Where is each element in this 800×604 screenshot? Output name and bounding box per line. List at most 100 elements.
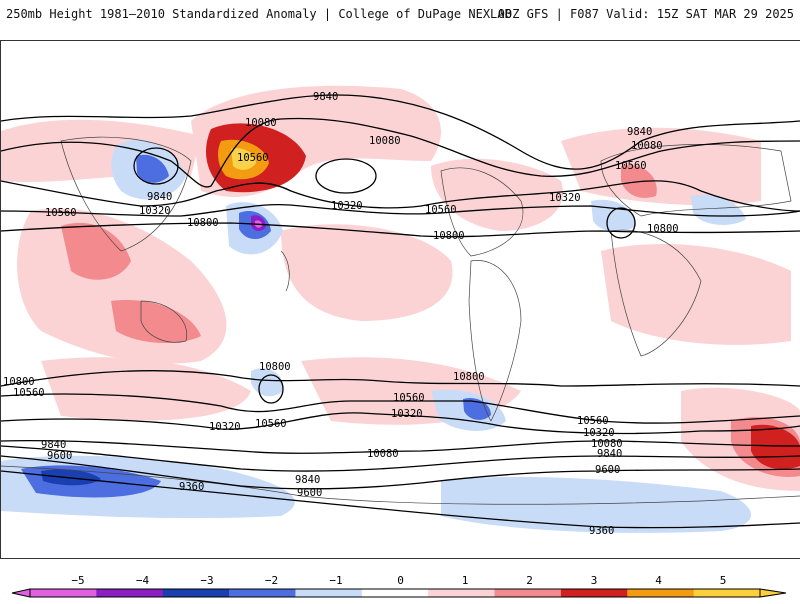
positive-anomaly-region — [41, 357, 251, 421]
coastlines — [1, 136, 800, 505]
contour-label: 10560 — [393, 392, 425, 404]
colorbar-segment — [693, 589, 761, 597]
closed-contour — [315, 158, 377, 194]
colorbar-min-arrow — [11, 588, 31, 598]
colorbar-tick-label: 1 — [462, 574, 469, 587]
positive-anomaly-region — [231, 148, 256, 170]
contour-label: 10560 — [237, 152, 269, 164]
contour-label: 10080 — [245, 117, 277, 129]
positive-anomaly-region — [601, 243, 791, 345]
header: 250mb Height 1981–2010 Standardized Anom… — [0, 0, 800, 28]
contour-label: 10800 — [453, 371, 485, 383]
colorbar-tick-label: 0 — [397, 574, 404, 587]
colorbar-segment — [96, 589, 164, 597]
colorbar: −5 −4 −3 −2 −1 0 1 2 3 4 5 — [0, 572, 800, 600]
contour-labels: 9840 10080 10560 9840 10320 10080 10560 … — [3, 91, 679, 537]
closed-contour — [606, 207, 636, 239]
contour-label: 9840 — [597, 448, 622, 460]
colorbar-segment — [627, 589, 695, 597]
anomaly-shading — [1, 85, 800, 533]
positive-anomaly-region — [17, 208, 227, 364]
colorbar-tick-label: 4 — [655, 574, 662, 587]
contour-label: 10320 — [391, 408, 423, 420]
run-info: 00Z GFS | F087 Valid: 15Z SAT MAR 29 202… — [497, 7, 794, 21]
negative-anomaly-region — [441, 476, 751, 533]
contour-label: 9600 — [297, 487, 322, 499]
contour-10560-south — [1, 393, 800, 424]
colorbar-segment — [361, 589, 429, 597]
contour-label: 9600 — [47, 450, 72, 462]
colorbar-tick-label: −2 — [265, 574, 278, 587]
height-contours — [1, 94, 800, 529]
contour-label: 10320 — [549, 192, 581, 204]
positive-anomaly-region — [61, 222, 131, 280]
colorbar-tick-label: −1 — [329, 574, 342, 587]
contour-label: 10320 — [331, 200, 363, 212]
contour-label: 9840 — [627, 126, 652, 138]
contour-label: 10800 — [187, 217, 219, 229]
contour-label: 10080 — [591, 438, 623, 450]
contour-9600-south — [1, 455, 800, 490]
colorbar-segment — [30, 589, 97, 597]
colorbar-tick-label: 5 — [720, 574, 727, 587]
contour-label: 10320 — [209, 421, 241, 433]
negative-anomaly-region — [136, 154, 169, 183]
colorbar-segment — [560, 589, 628, 597]
contour-label: 10560 — [425, 204, 457, 216]
contour-10800-south — [1, 370, 800, 387]
contour-9840-north — [1, 94, 800, 170]
contour-label: 9360 — [589, 525, 614, 537]
contour-label: 10560 — [13, 387, 45, 399]
contour-label: 10800 — [647, 223, 679, 235]
colorbar-svg: −5 −4 −3 −2 −1 0 1 2 3 4 5 — [11, 574, 787, 598]
map-title: 250mb Height 1981–2010 Standardized Anom… — [6, 7, 512, 21]
contour-10320-south — [1, 412, 800, 435]
contour-label: 10080 — [367, 448, 399, 460]
contour-10800-north — [1, 222, 800, 238]
contour-label: 9840 — [147, 191, 172, 203]
contour-10560-north — [1, 204, 800, 217]
contour-label: 10560 — [615, 160, 647, 172]
colorbar-tick-label: 2 — [526, 574, 533, 587]
contour-label: 9360 — [179, 481, 204, 493]
positive-anomaly-region — [111, 300, 201, 343]
colorbar-tick-label: −5 — [71, 574, 84, 587]
contour-label: 9600 — [595, 464, 620, 476]
closed-contour — [133, 147, 179, 185]
contour-label: 10560 — [255, 418, 287, 430]
contour-10320-north — [1, 180, 800, 212]
contour-9360-south — [1, 470, 800, 529]
contour-label: 9840 — [295, 474, 320, 486]
contour-10080-south — [1, 440, 800, 454]
positive-anomaly-region — [281, 224, 453, 321]
contour-label: 10320 — [139, 205, 171, 217]
colorbar-segment — [295, 589, 363, 597]
contour-label: 10560 — [577, 415, 609, 427]
anomaly-map: 9840 10080 10560 9840 10320 10080 10560 … — [1, 85, 800, 537]
contour-label: 10800 — [3, 376, 35, 388]
negative-anomaly-region — [591, 199, 636, 233]
colorbar-max-arrow — [759, 588, 787, 598]
colorbar-tick-label: −4 — [136, 574, 150, 587]
colorbar-segment — [428, 589, 496, 597]
negative-anomaly-region — [691, 194, 746, 225]
contour-label: 9840 — [313, 91, 338, 103]
contour-label: 9840 — [41, 439, 66, 451]
colorbar-segment — [229, 589, 296, 597]
colorbar-outline — [29, 588, 761, 598]
contour-label: 10800 — [433, 230, 465, 242]
contour-label: 10320 — [583, 427, 615, 439]
closed-contour — [258, 374, 284, 404]
contour-label: 10800 — [259, 361, 291, 373]
contour-label: 10080 — [631, 140, 663, 152]
contour-label: 10080 — [369, 135, 401, 147]
colorbar-tick-label: −3 — [200, 574, 213, 587]
colorbar-segment — [494, 589, 562, 597]
colorbar-tick-label: 3 — [591, 574, 598, 587]
positive-anomaly-region — [431, 158, 563, 231]
contour-9840-south — [1, 445, 800, 472]
contour-label: 10560 — [45, 207, 77, 219]
map-panel: 9840 10080 10560 9840 10320 10080 10560 … — [0, 40, 800, 559]
positive-anomaly-region — [751, 424, 800, 470]
colorbar-segment — [162, 589, 230, 597]
